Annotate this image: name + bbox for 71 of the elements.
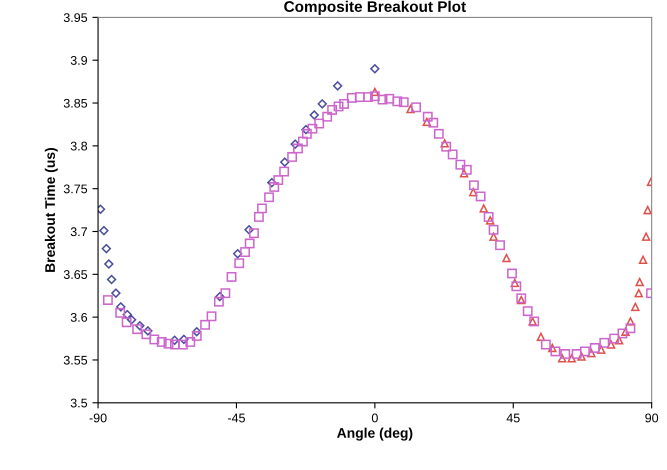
y-tick-label: 3.9	[70, 56, 88, 65]
x-tick-label: -45	[228, 414, 245, 422]
point	[106, 274, 116, 284]
point	[111, 288, 121, 298]
point	[510, 278, 520, 288]
x-tick-label: 90	[645, 414, 658, 422]
point	[179, 334, 189, 344]
y-tick-label: 3.55	[64, 356, 88, 365]
point	[370, 88, 380, 96]
point	[370, 64, 380, 74]
point	[301, 124, 311, 134]
point	[631, 302, 640, 312]
y-tick-label: 3.6	[70, 312, 88, 322]
point	[460, 169, 468, 178]
point	[614, 336, 624, 345]
y-tick-label: 3.75	[64, 184, 88, 194]
y-tick-label: 3.5	[70, 398, 88, 408]
point	[192, 327, 202, 336]
point	[567, 354, 576, 362]
point	[170, 336, 180, 345]
point	[116, 302, 126, 312]
point	[126, 315, 136, 324]
point	[244, 225, 254, 234]
point	[280, 157, 290, 167]
y-tick-label: 3.95	[64, 13, 88, 22]
x-tick-label: 45	[506, 414, 520, 422]
point	[643, 206, 652, 214]
point	[135, 321, 145, 330]
point	[528, 317, 537, 326]
point	[332, 81, 342, 91]
point	[517, 296, 526, 304]
point	[587, 348, 596, 358]
point	[267, 178, 277, 188]
point	[104, 259, 114, 269]
point	[479, 204, 488, 213]
x-tick-label: 0	[372, 414, 378, 422]
point	[406, 104, 415, 114]
point	[626, 317, 635, 326]
y-axis-title: Breakout Time (us)	[44, 148, 58, 272]
y-tick-label: 3.7	[70, 227, 88, 236]
point	[143, 326, 153, 336]
chart-title: Composite Breakout Plot	[284, 0, 466, 16]
point	[489, 232, 498, 241]
point	[596, 345, 606, 354]
point	[310, 110, 319, 120]
point	[215, 292, 225, 302]
point	[635, 278, 644, 286]
y-tick-label: 3.65	[64, 270, 88, 279]
point	[502, 254, 511, 262]
point	[638, 256, 648, 264]
point	[606, 340, 616, 349]
point	[486, 216, 494, 225]
y-tick-label: 3.8	[70, 142, 88, 151]
x-tick-label: -90	[90, 414, 107, 422]
point	[318, 99, 327, 109]
point	[422, 118, 432, 126]
x-axis-title: Angle (deg)	[337, 428, 412, 441]
point	[440, 139, 449, 148]
point	[621, 327, 630, 336]
point	[577, 352, 586, 361]
point	[536, 332, 546, 342]
point	[102, 244, 112, 254]
y-tick-label: 3.85	[64, 98, 88, 108]
point	[558, 354, 566, 362]
point	[469, 188, 478, 196]
point	[122, 310, 132, 320]
point	[548, 344, 557, 352]
point	[642, 232, 650, 241]
point	[232, 249, 242, 258]
point	[99, 226, 109, 236]
point	[634, 288, 643, 298]
